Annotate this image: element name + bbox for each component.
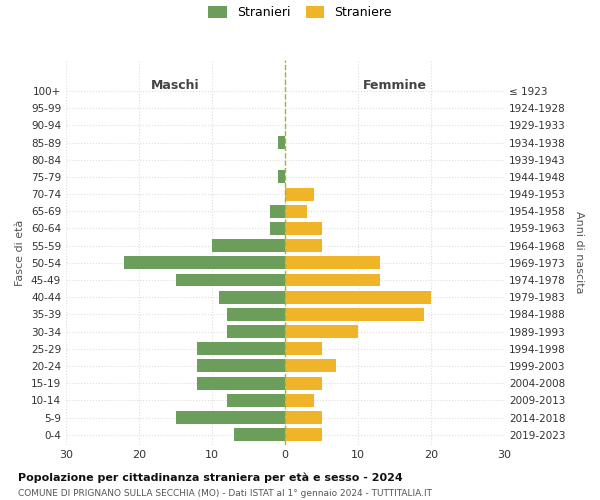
Bar [278,136,285,149]
Bar [285,256,380,270]
Bar [285,274,380,286]
Y-axis label: Anni di nascita: Anni di nascita [574,211,584,294]
Bar [176,274,285,286]
Y-axis label: Fasce di età: Fasce di età [16,220,25,286]
Bar [227,325,285,338]
Bar [285,360,336,372]
Text: Femmine: Femmine [362,79,427,92]
Bar [285,222,322,235]
Bar [285,308,424,321]
Bar [285,428,322,441]
Bar [285,394,314,407]
Bar [285,205,307,218]
Bar [227,308,285,321]
Bar [285,239,322,252]
Bar [197,360,285,372]
Bar [285,342,322,355]
Bar [212,239,285,252]
Bar [285,376,322,390]
Bar [234,428,285,441]
Legend: Stranieri, Straniere: Stranieri, Straniere [208,6,392,19]
Text: Maschi: Maschi [151,79,200,92]
Bar [220,290,285,304]
Bar [271,222,285,235]
Text: Popolazione per cittadinanza straniera per età e sesso - 2024: Popolazione per cittadinanza straniera p… [18,472,403,483]
Bar [197,376,285,390]
Bar [285,325,358,338]
Bar [176,411,285,424]
Bar [285,188,314,200]
Text: COMUNE DI PRIGNANO SULLA SECCHIA (MO) - Dati ISTAT al 1° gennaio 2024 - TUTTITAL: COMUNE DI PRIGNANO SULLA SECCHIA (MO) - … [18,489,432,498]
Bar [285,411,322,424]
Bar [124,256,285,270]
Bar [285,290,431,304]
Bar [278,170,285,183]
Bar [271,205,285,218]
Bar [227,394,285,407]
Bar [197,342,285,355]
